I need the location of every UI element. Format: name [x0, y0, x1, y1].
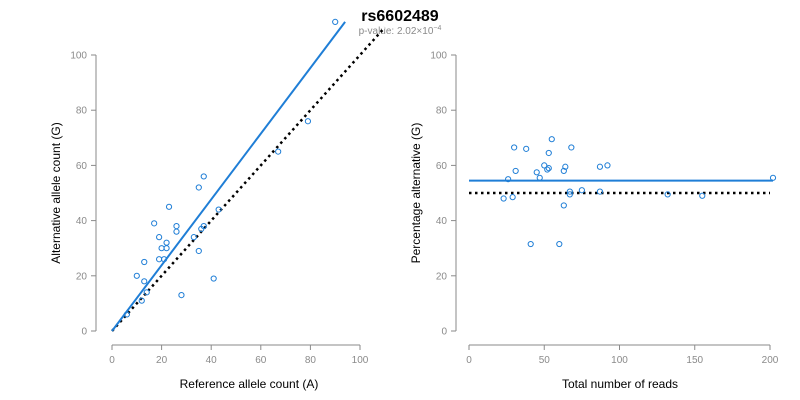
data-point [566, 191, 573, 198]
data-point [133, 272, 140, 279]
chart-subtitle: p-value: 2.02×10−4 [359, 25, 442, 37]
data-point [138, 297, 145, 304]
y-tick-label: 0 [441, 327, 447, 338]
data-point [173, 228, 180, 235]
y-tick-label: 20 [76, 271, 88, 282]
data-point [123, 311, 130, 318]
data-point [536, 174, 543, 181]
data-point [548, 136, 555, 143]
data-point [699, 192, 706, 199]
data-point [195, 184, 202, 191]
data-point [158, 245, 165, 252]
data-point [541, 162, 548, 169]
data-point [560, 202, 567, 209]
x-tick-label: 200 [762, 355, 779, 366]
x-tick-label: 150 [686, 355, 703, 366]
x-tick-label: 40 [206, 355, 218, 366]
data-point [604, 162, 611, 169]
data-point [560, 167, 567, 175]
y-tick-label: 80 [436, 106, 448, 117]
data-point [165, 203, 173, 210]
data-point [195, 247, 202, 255]
data-point [141, 258, 148, 266]
data-point [505, 176, 512, 183]
x-tick-label: 60 [255, 355, 267, 366]
data-point [163, 245, 170, 252]
data-point [143, 289, 150, 296]
data-point [568, 144, 575, 151]
y-tick-label: 60 [76, 161, 88, 172]
chart-title: rs6602489 [361, 8, 439, 25]
data-point [190, 234, 197, 241]
y-tick-label: 80 [76, 106, 88, 117]
y-tick-label: 100 [430, 51, 447, 62]
data-point [512, 167, 519, 175]
reference-line [111, 26, 386, 332]
data-point [200, 173, 207, 180]
fit-line [111, 21, 346, 332]
data-point [545, 165, 552, 172]
panel-allele-counts: 0 20 40 60 80 100 0 20 40 60 80 100 Reference allele… [49, 18, 386, 391]
data-point [523, 145, 530, 152]
y-tick-label: 0 [81, 327, 87, 338]
y-tick-label: 60 [436, 161, 448, 172]
data-point [596, 163, 604, 170]
y-tick-label: 40 [76, 216, 88, 227]
data-point [156, 234, 163, 241]
x-axis-title: Reference allele count (A) [180, 377, 319, 391]
data-point [544, 166, 551, 173]
data-point [562, 163, 569, 170]
subtitle-text: p-value: 2.02×10 [359, 26, 434, 37]
data-point [141, 278, 148, 285]
data-point [769, 174, 777, 181]
x-tick-label: 0 [466, 355, 472, 366]
y-axis-title: Percentage alternative (G) [409, 123, 423, 264]
data-point [156, 256, 163, 263]
x-tick-label: 100 [352, 355, 369, 366]
data-point [664, 191, 671, 198]
data-point [511, 144, 518, 151]
data-point [556, 240, 563, 248]
y-tick-label: 20 [436, 271, 448, 282]
y-axis-title: Alternative allele count (G) [49, 122, 63, 263]
x-axis-title: Total number of reads [562, 377, 678, 391]
data-point [304, 118, 312, 125]
data-point [198, 225, 205, 232]
x-tick-label: 50 [539, 355, 551, 366]
data-point [173, 223, 180, 230]
x-tick-label: 0 [109, 355, 115, 366]
y-tick-label: 40 [436, 216, 448, 227]
data-point [509, 194, 516, 201]
data-point [578, 187, 585, 194]
subtitle-exponent: −4 [433, 25, 441, 32]
data-point [178, 292, 185, 299]
y-tick-label: 100 [70, 51, 87, 62]
panel-percentage-alternative: 0 50 100 150 200 0 20 40 60 80 100 Total number of … [409, 51, 779, 392]
data-point [332, 18, 339, 25]
data-point [527, 240, 534, 248]
data-point [566, 188, 573, 195]
data-point [500, 195, 507, 202]
data-point [596, 188, 604, 195]
data-point [151, 220, 158, 227]
data-point [215, 206, 222, 213]
x-tick-label: 80 [305, 355, 317, 366]
data-point [210, 275, 217, 282]
data-point [163, 239, 170, 246]
data-point [533, 169, 540, 176]
x-tick-label: 20 [156, 355, 168, 366]
data-point [275, 148, 282, 155]
data-point [545, 149, 552, 157]
x-tick-label: 100 [611, 355, 628, 366]
